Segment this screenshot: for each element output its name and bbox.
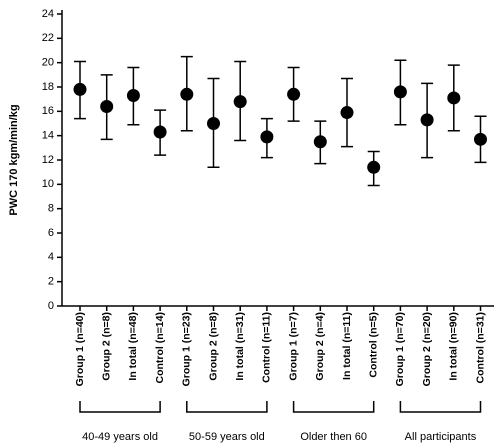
mean-dot [474,132,487,146]
y-tick-label: 24 [42,8,54,20]
x-tick-label: Group 1 (n=23) [181,312,193,386]
mean-dot [207,117,220,130]
y-tick-label: 8 [48,203,54,215]
y-tick-label: 22 [42,32,54,44]
group-bracket [399,401,482,413]
mean-dot [260,130,274,144]
group-label: 50-59 years old [189,431,265,443]
x-tick-label: In total (n=31) [234,312,246,381]
x-tick-label: Group 1 (n=7) [287,312,299,381]
y-tick-label: 12 [42,154,54,166]
x-tick-label: Group 1 (n=40) [74,312,86,386]
mean-dot [420,113,434,127]
x-tick-label: Control (n=31) [474,312,486,383]
group-label: All participants [405,431,477,443]
y-tick-label: 14 [42,130,54,142]
y-axis-label: PWC 170 kgm/min/kg [8,104,20,215]
mean-dot [367,160,381,174]
mean-dot [233,95,247,109]
mean-dot [393,85,407,99]
y-tick-label: 0 [48,300,54,312]
y-tick-label: 4 [48,251,54,263]
mean-dot [287,87,301,101]
x-tick-label: In total (n=90) [448,312,460,381]
mean-dot [313,135,327,149]
y-tick-label: 16 [42,105,54,117]
mean-dot [180,87,194,101]
group-label: Older then 60 [300,431,367,443]
y-tick-label: 6 [48,227,54,239]
group-label: 40-49 years old [82,431,158,443]
group-bracket [292,401,375,413]
y-tick-label: 2 [48,276,54,288]
x-tick-label: In total (n=11) [341,312,353,380]
group-bracket [186,401,268,413]
mean-dot [153,125,167,139]
y-tick-label: 10 [42,178,54,190]
x-tick-label: Group 1 (n=70) [394,312,406,386]
mean-dot [340,106,354,120]
y-tick-label: 18 [42,81,54,93]
mean-dot [126,89,140,103]
mean-dot [73,82,87,96]
x-tick-label: In total (n=48) [127,312,139,381]
x-tick-label: Group 2 (n=8) [207,312,219,381]
mean-dot [447,91,461,105]
mean-dot [100,99,114,113]
x-tick-label: Group 2 (n=8) [100,312,112,381]
x-tick-label: Group 2 (n=4) [314,312,326,381]
x-tick-label: Control (n=5) [367,312,379,378]
x-tick-label: Control (n=11) [261,312,273,383]
x-tick-label: Control (n=14) [154,312,166,383]
group-bracket [79,401,161,413]
y-tick-label: 20 [42,57,54,69]
x-tick-label: Group 2 (n=20) [421,312,433,386]
